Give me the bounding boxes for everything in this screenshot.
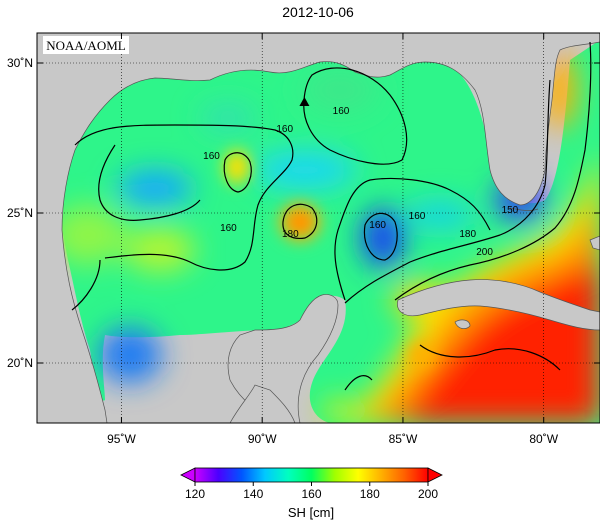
gridlines xyxy=(37,33,600,423)
cuba xyxy=(397,279,600,331)
colorbar-ticks: 120 140 160 180 200 xyxy=(185,482,438,501)
colorbar-low-extension xyxy=(180,467,196,483)
credit-box xyxy=(43,36,129,54)
colorbar-high-extension xyxy=(427,467,443,483)
x-tick-label: 85˚W xyxy=(389,432,418,446)
map-frame xyxy=(36,32,600,424)
contour-label: 160 xyxy=(276,124,293,135)
contour-lines xyxy=(71,41,592,391)
contour-label: 180 xyxy=(282,229,299,240)
contour-160-lower xyxy=(344,375,373,391)
colorbar-tick-label: 120 xyxy=(185,487,205,501)
bahamas-island xyxy=(589,235,600,251)
colorbar-tick-label: 160 xyxy=(301,487,321,501)
contour-200-loop-current xyxy=(394,41,592,301)
contour-label: 150 xyxy=(502,205,519,216)
y-tick-label: 20˚N xyxy=(7,356,33,370)
colorbar-gradient xyxy=(194,467,429,483)
contour-label: 160 xyxy=(203,151,220,162)
contour-180-ring xyxy=(223,152,252,193)
isla-de-la-juventud xyxy=(454,319,471,329)
contour-label: 200 xyxy=(476,247,493,258)
contour-160-central xyxy=(98,144,201,221)
contour-200-cuba xyxy=(419,344,561,371)
colorbar-tick-label: 180 xyxy=(360,487,380,501)
contour-label: 160 xyxy=(333,106,350,117)
x-tick-label: 95˚W xyxy=(107,432,136,446)
central-america xyxy=(229,384,296,423)
axes: 95˚W 90˚W 85˚W 80˚W 30˚N 25˚N 20˚N xyxy=(7,33,600,446)
contour-label: 160 xyxy=(409,211,426,222)
contour-label: 160 xyxy=(369,220,386,231)
x-tick-label: 90˚W xyxy=(248,432,277,446)
y-tick-label: 30˚N xyxy=(7,56,33,70)
x-tick-label: 80˚W xyxy=(529,432,558,446)
colorbar-tick-label: 200 xyxy=(418,487,438,501)
contour-160-west xyxy=(74,124,294,271)
contour-label: 160 xyxy=(220,223,237,234)
credit-label: NOAA/AOML xyxy=(46,38,126,53)
triangle-marker xyxy=(299,97,310,106)
contour-160-sw xyxy=(71,259,101,311)
contour-160-east-gulf xyxy=(334,177,491,301)
colorbar: 120 140 160 180 200 SH [cm] xyxy=(180,467,443,520)
florida-keys xyxy=(509,207,539,211)
contour-160-loop xyxy=(363,212,398,261)
map-title: 2012-10-06 xyxy=(282,4,354,20)
y-tick-label: 25˚N xyxy=(7,206,33,220)
contour-180-loop-current xyxy=(344,79,551,304)
colorbar-tick-label: 140 xyxy=(243,487,263,501)
colorbar-unit-label: SH [cm] xyxy=(288,505,334,520)
contour-180-center xyxy=(282,203,318,240)
contour-label: 180 xyxy=(459,229,476,240)
